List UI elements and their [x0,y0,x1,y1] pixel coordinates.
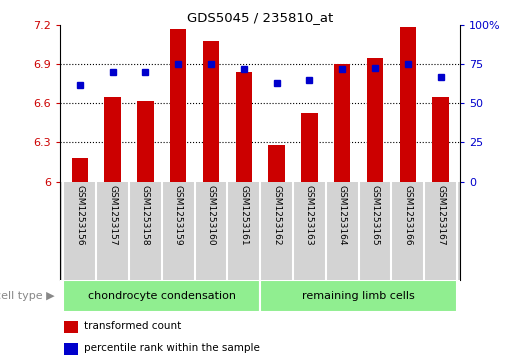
Bar [235,72,252,182]
Bar [137,101,154,182]
Bar [203,41,219,182]
Bar [64,343,78,355]
Bar [433,97,449,182]
Bar [72,158,88,182]
Text: GSM1253167: GSM1253167 [436,185,445,246]
Bar [170,29,186,181]
Title: GDS5045 / 235810_at: GDS5045 / 235810_at [187,11,333,24]
Text: GSM1253156: GSM1253156 [75,185,84,246]
Text: GSM1253165: GSM1253165 [370,185,380,246]
Text: remaining limb cells: remaining limb cells [302,291,415,301]
Text: GSM1253158: GSM1253158 [141,185,150,246]
Text: GSM1253161: GSM1253161 [240,185,248,246]
Bar [367,58,383,182]
Text: GSM1253159: GSM1253159 [174,185,183,246]
FancyBboxPatch shape [260,280,457,312]
Text: GSM1253157: GSM1253157 [108,185,117,246]
Text: GSM1253164: GSM1253164 [338,185,347,246]
Text: GSM1253166: GSM1253166 [403,185,412,246]
Text: GSM1253160: GSM1253160 [207,185,215,246]
FancyBboxPatch shape [63,280,260,312]
Text: GSM1253162: GSM1253162 [272,185,281,246]
Text: chondrocyte condensation: chondrocyte condensation [88,291,236,301]
Bar [400,27,416,182]
Bar [105,97,121,182]
Text: GSM1253163: GSM1253163 [305,185,314,246]
Bar [301,113,317,182]
Bar [334,65,350,182]
Text: transformed count: transformed count [84,321,181,331]
Bar [268,145,285,182]
Text: percentile rank within the sample: percentile rank within the sample [84,343,260,353]
Text: cell type ▶: cell type ▶ [0,291,55,301]
Bar [64,321,78,333]
